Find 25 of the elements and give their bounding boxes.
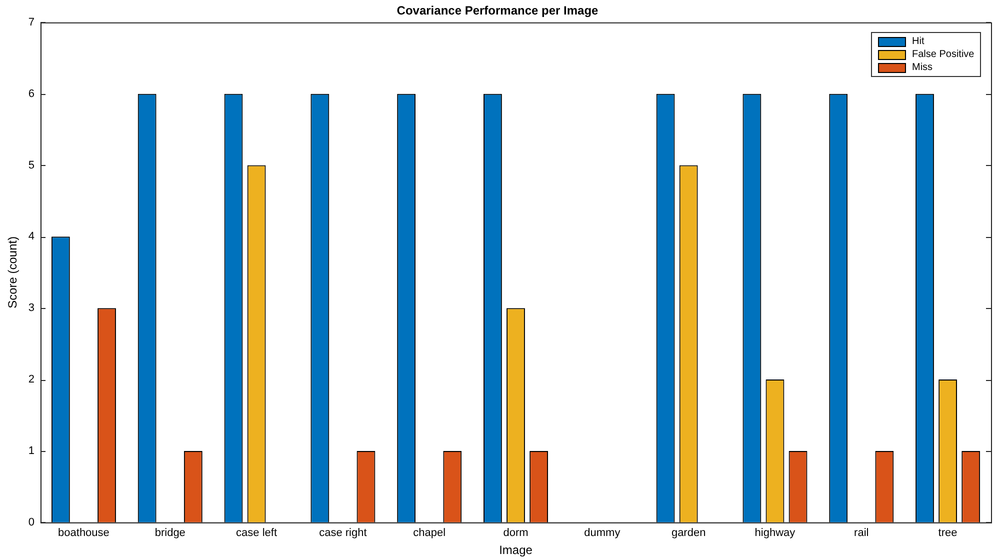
x-tick-label: chapel	[413, 527, 446, 540]
y-axis-title: Score (count)	[6, 236, 20, 308]
y-tick-label: 2	[28, 374, 35, 386]
x-tick-label: tree	[938, 527, 958, 540]
x-tick-label: case left	[236, 527, 278, 540]
y-tick-label: 3	[28, 302, 35, 314]
x-tick-label: bridge	[154, 527, 186, 540]
x-axis-title: Image	[499, 543, 533, 558]
x-tick-label: rail	[854, 527, 869, 540]
x-tick-label: highway	[754, 527, 796, 540]
x-tick-label: case right	[319, 527, 367, 540]
legend-label: Miss	[912, 62, 933, 74]
y-tick-label: 5	[28, 159, 35, 172]
y-tick-label: 1	[28, 445, 35, 458]
legend-label: False Positive	[912, 49, 974, 60]
x-tick-label: garden	[671, 527, 706, 540]
x-tick-label: dorm	[503, 527, 528, 540]
y-tick-label: 7	[28, 16, 35, 28]
chart-title: Covariance Performance per Image	[396, 4, 599, 18]
x-tick-label: dummy	[584, 527, 621, 540]
legend-label: Hit	[912, 36, 924, 48]
y-tick-label: 6	[28, 88, 35, 100]
y-tick-label: 4	[28, 230, 35, 243]
y-tick-label: 0	[28, 516, 35, 528]
x-tick-label: boathouse	[58, 527, 110, 540]
